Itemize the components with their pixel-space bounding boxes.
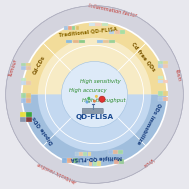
FancyBboxPatch shape: [103, 40, 109, 43]
FancyBboxPatch shape: [26, 117, 32, 122]
FancyBboxPatch shape: [97, 161, 101, 166]
Text: High sensitivity: High sensitivity: [80, 79, 121, 84]
Text: Cd free QDs: Cd free QDs: [130, 41, 156, 72]
FancyBboxPatch shape: [67, 158, 72, 163]
FancyBboxPatch shape: [72, 26, 75, 30]
FancyBboxPatch shape: [102, 23, 108, 26]
Circle shape: [99, 96, 105, 102]
FancyBboxPatch shape: [97, 40, 102, 43]
FancyBboxPatch shape: [84, 161, 88, 166]
FancyBboxPatch shape: [76, 26, 79, 30]
FancyBboxPatch shape: [21, 78, 26, 81]
FancyBboxPatch shape: [93, 161, 97, 166]
FancyBboxPatch shape: [66, 40, 72, 43]
FancyBboxPatch shape: [88, 152, 91, 156]
FancyBboxPatch shape: [83, 152, 87, 156]
FancyBboxPatch shape: [68, 26, 72, 30]
FancyBboxPatch shape: [79, 40, 85, 43]
Text: Dipole QDs: Dipole QDs: [32, 115, 55, 145]
FancyBboxPatch shape: [21, 98, 26, 103]
Text: Antibiotic residue: Antibiotic residue: [37, 161, 79, 184]
FancyBboxPatch shape: [158, 80, 163, 83]
Text: Tumour: Tumour: [8, 58, 18, 78]
FancyBboxPatch shape: [158, 91, 163, 96]
FancyBboxPatch shape: [158, 76, 163, 79]
Wedge shape: [22, 94, 167, 167]
Text: Virus: Virus: [141, 156, 154, 168]
Circle shape: [87, 97, 90, 100]
Text: Inflammation factor: Inflammation factor: [88, 3, 137, 18]
FancyBboxPatch shape: [73, 158, 78, 163]
FancyBboxPatch shape: [20, 117, 26, 122]
FancyBboxPatch shape: [64, 26, 68, 30]
FancyBboxPatch shape: [26, 66, 31, 70]
Circle shape: [93, 100, 96, 103]
FancyBboxPatch shape: [75, 152, 79, 156]
FancyBboxPatch shape: [26, 98, 31, 103]
FancyBboxPatch shape: [120, 30, 125, 34]
FancyBboxPatch shape: [118, 150, 123, 154]
Wedge shape: [38, 94, 151, 151]
FancyBboxPatch shape: [115, 30, 120, 34]
Text: Cd-CDs: Cd-CDs: [33, 55, 47, 76]
FancyBboxPatch shape: [82, 108, 103, 114]
Text: QD-FLISA: QD-FLISA: [75, 114, 114, 120]
Circle shape: [61, 61, 128, 128]
FancyBboxPatch shape: [21, 66, 26, 70]
FancyBboxPatch shape: [26, 63, 31, 66]
Circle shape: [22, 22, 167, 167]
FancyBboxPatch shape: [163, 97, 168, 101]
FancyBboxPatch shape: [113, 150, 118, 154]
FancyBboxPatch shape: [109, 40, 115, 43]
Text: High accuracy: High accuracy: [68, 88, 106, 93]
FancyBboxPatch shape: [20, 112, 26, 117]
FancyBboxPatch shape: [158, 97, 163, 101]
FancyBboxPatch shape: [95, 23, 101, 26]
FancyBboxPatch shape: [21, 63, 26, 66]
FancyBboxPatch shape: [79, 152, 83, 156]
FancyBboxPatch shape: [21, 81, 26, 85]
Circle shape: [95, 95, 98, 98]
FancyBboxPatch shape: [163, 64, 168, 68]
FancyBboxPatch shape: [158, 61, 163, 64]
FancyBboxPatch shape: [21, 93, 26, 98]
FancyBboxPatch shape: [108, 160, 113, 164]
FancyBboxPatch shape: [73, 40, 79, 43]
FancyBboxPatch shape: [26, 112, 32, 117]
FancyBboxPatch shape: [163, 61, 168, 64]
Text: Traditional QD-FLISA: Traditional QD-FLISA: [58, 26, 117, 38]
FancyBboxPatch shape: [158, 64, 163, 68]
FancyBboxPatch shape: [26, 81, 31, 85]
FancyBboxPatch shape: [163, 91, 168, 96]
FancyBboxPatch shape: [109, 30, 114, 34]
FancyBboxPatch shape: [26, 93, 31, 98]
Wedge shape: [38, 38, 151, 94]
FancyBboxPatch shape: [89, 23, 95, 26]
Text: Multiple QD-FLISA: Multiple QD-FLISA: [71, 154, 122, 161]
FancyBboxPatch shape: [108, 150, 113, 154]
Circle shape: [98, 95, 106, 103]
FancyBboxPatch shape: [62, 158, 67, 163]
FancyBboxPatch shape: [119, 160, 124, 164]
Circle shape: [6, 6, 183, 183]
FancyBboxPatch shape: [88, 161, 92, 166]
Text: Toxin: Toxin: [174, 68, 182, 82]
FancyBboxPatch shape: [114, 160, 119, 164]
Text: High throughput: High throughput: [82, 98, 125, 103]
Circle shape: [85, 101, 88, 104]
Wedge shape: [22, 22, 167, 94]
Text: QDs immobilize: QDs immobilize: [136, 102, 162, 145]
FancyBboxPatch shape: [163, 80, 168, 83]
